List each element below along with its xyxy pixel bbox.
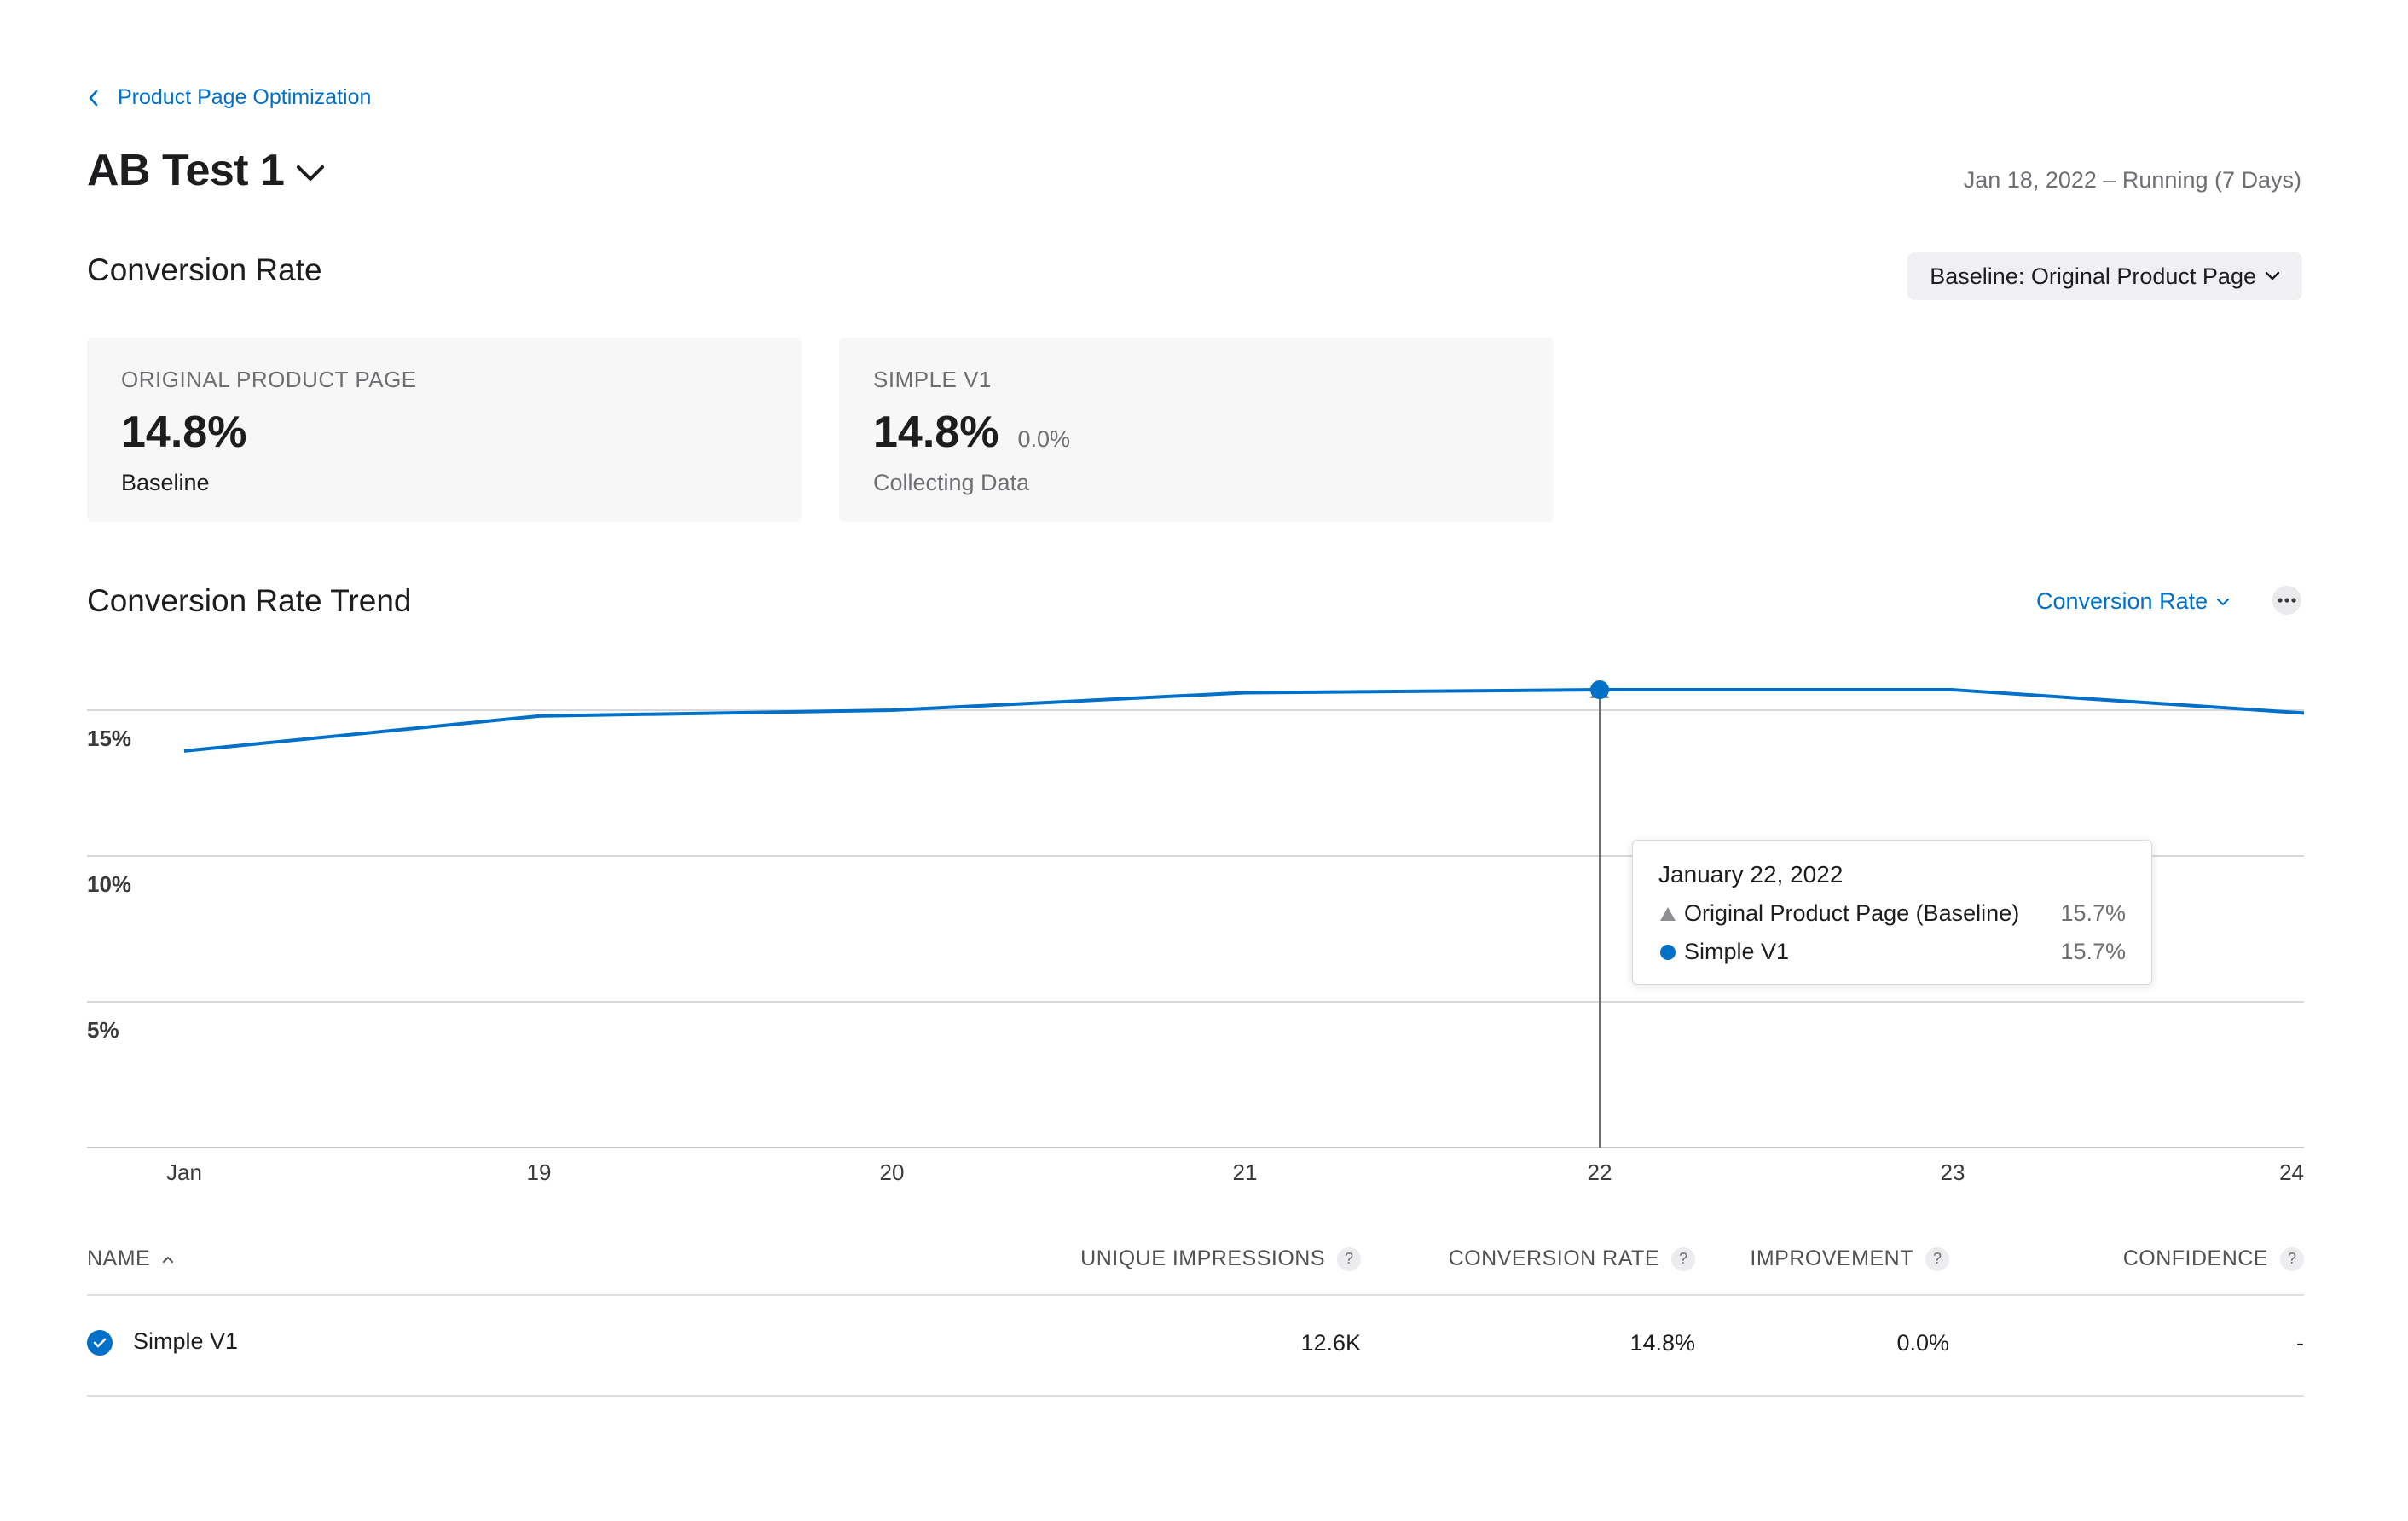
- tooltip-date: January 22, 2022: [1658, 861, 1844, 888]
- help-icon[interactable]: ?: [2280, 1246, 2304, 1271]
- variant-card: SIMPLE V1 14.8% 0.0% Collecting Data: [839, 338, 1554, 522]
- table-header: NAME UNIQUE IMPRESSIONS ? CONVERSION RAT…: [87, 1246, 2304, 1296]
- test-title-dropdown[interactable]: AB Test 1: [87, 145, 325, 196]
- checkmark-icon[interactable]: [87, 1329, 113, 1356]
- sort-ascending-icon: [163, 1256, 174, 1263]
- card-delta: 0.0%: [1017, 426, 1070, 452]
- column-header-label: UNIQUE IMPRESSIONS: [1080, 1246, 1325, 1270]
- column-header-label: CONVERSION RATE: [1448, 1246, 1659, 1270]
- tooltip-series-value: 15.7%: [2060, 900, 2126, 926]
- triangle-marker-icon: [1658, 905, 1677, 923]
- row-impressions: 12.6K: [1300, 1330, 1361, 1356]
- baseline-select[interactable]: Baseline: Original Product Page: [1907, 252, 2302, 300]
- test-date-status: Jan 18, 2022 – Running (7 Days): [1963, 167, 2301, 193]
- card-label: SIMPLE V1: [873, 367, 992, 392]
- card-subtitle: Baseline: [121, 470, 210, 495]
- x-tick-label: 24: [2279, 1160, 2304, 1185]
- metric-select-label: Conversion Rate: [2036, 588, 2208, 614]
- card-subtitle: Collecting Data: [873, 470, 1030, 495]
- breadcrumb-label: Product Page Optimization: [118, 85, 372, 109]
- tooltip-row-baseline: Original Product Page (Baseline) 15.7%: [1658, 900, 2126, 927]
- chart-tooltip: January 22, 2022 Original Product Page (…: [1632, 840, 2152, 985]
- chevron-down-icon: [297, 165, 325, 181]
- data-point-simple-v1: [1590, 680, 1609, 700]
- row-confidence: -: [2296, 1330, 2304, 1356]
- help-icon[interactable]: ?: [1671, 1246, 1695, 1271]
- x-tick-label: 19: [527, 1160, 552, 1185]
- column-header-confidence: CONFIDENCE ?: [2123, 1246, 2304, 1271]
- baseline-select-label: Baseline: Original Product Page: [1930, 263, 2256, 289]
- table-row[interactable]: Simple V1 12.6K 14.8% 0.0% -: [87, 1296, 2304, 1397]
- card-label: ORIGINAL PRODUCT PAGE: [121, 367, 417, 392]
- x-tick-label: Jan: [166, 1160, 202, 1185]
- column-header-improvement: IMPROVEMENT ?: [1750, 1246, 1949, 1271]
- y-tick-label: 5%: [87, 1017, 119, 1043]
- page-title: AB Test 1: [87, 146, 285, 195]
- chevron-left-icon: [89, 90, 98, 106]
- y-tick-label: 15%: [87, 726, 131, 751]
- x-tick-label: 20: [880, 1160, 905, 1185]
- more-options-button[interactable]: [2272, 586, 2301, 615]
- column-header-label: IMPROVEMENT: [1750, 1246, 1913, 1270]
- help-icon[interactable]: ?: [1337, 1246, 1361, 1271]
- card-value: 14.8%: [121, 408, 247, 457]
- metric-select[interactable]: Conversion Rate: [2036, 588, 2230, 615]
- column-header-label: NAME: [87, 1246, 151, 1270]
- conversion-rate-heading: Conversion Rate: [87, 252, 322, 287]
- tooltip-row-variant: Simple V1 15.7%: [1658, 939, 2126, 965]
- x-tick-label: 22: [1588, 1160, 1612, 1185]
- tooltip-series-name: Original Product Page (Baseline): [1684, 900, 2020, 926]
- card-value: 14.8%: [873, 408, 999, 457]
- help-icon[interactable]: ?: [1925, 1246, 1949, 1271]
- column-header-impressions: UNIQUE IMPRESSIONS ?: [1080, 1246, 1361, 1271]
- x-tick-label: 21: [1233, 1160, 1258, 1185]
- x-tick-label: 23: [1941, 1160, 1965, 1185]
- chevron-down-icon: [2217, 598, 2230, 605]
- tooltip-series-value: 15.7%: [2060, 939, 2126, 964]
- ellipsis-icon: [2278, 598, 2296, 603]
- circle-marker-icon: [1658, 943, 1677, 962]
- chevron-down-icon: [2265, 271, 2280, 280]
- column-header-conversion: CONVERSION RATE ?: [1449, 1246, 1695, 1271]
- trend-heading: Conversion Rate Trend: [87, 583, 412, 618]
- column-header-name[interactable]: NAME: [87, 1246, 174, 1271]
- tooltip-series-name: Simple V1: [1684, 939, 1790, 964]
- row-name-cell: Simple V1: [87, 1328, 238, 1356]
- conversion-trend-chart: 15% 10% 5% Jan 19 20 21 22 23 24: [87, 680, 2305, 1185]
- row-conversion-rate: 14.8%: [1629, 1330, 1695, 1356]
- y-tick-label: 10%: [87, 871, 131, 897]
- baseline-card: ORIGINAL PRODUCT PAGE 14.8% Baseline: [87, 338, 802, 522]
- breadcrumb[interactable]: Product Page Optimization: [87, 85, 371, 110]
- row-name: Simple V1: [133, 1328, 239, 1354]
- column-header-label: CONFIDENCE: [2122, 1246, 2268, 1270]
- series-line-simple-v1: [183, 688, 2305, 753]
- row-improvement: 0.0%: [1896, 1330, 1949, 1356]
